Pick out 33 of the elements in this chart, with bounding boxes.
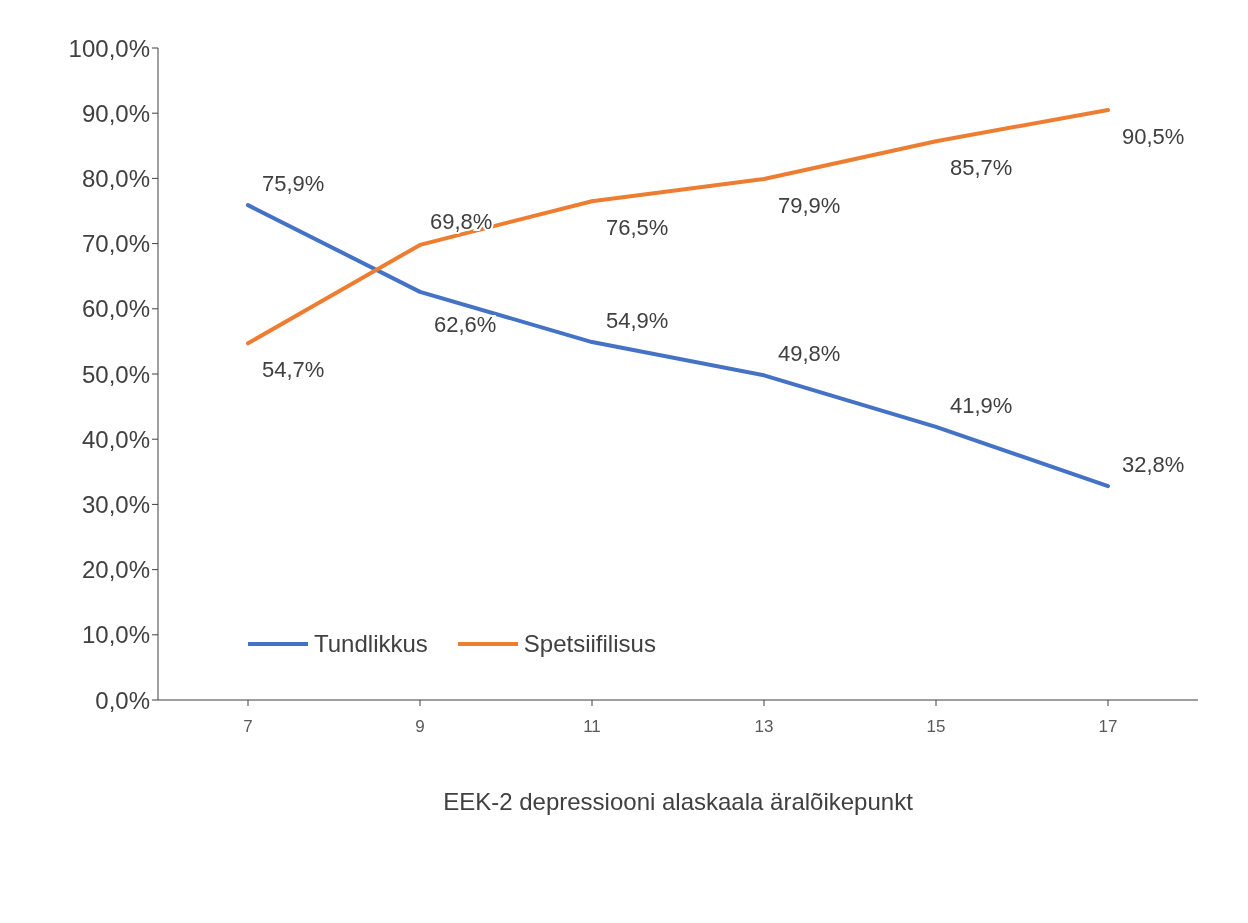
- y-tick-label: 30,0%: [81, 490, 150, 518]
- y-tick-label: 70,0%: [81, 230, 150, 258]
- x-tick-label: 17: [1098, 717, 1118, 737]
- data-label: 49,8%: [778, 341, 841, 367]
- x-tick-label: 11: [583, 717, 601, 737]
- data-label: 90,5%: [1122, 123, 1185, 149]
- line-series: [246, 107, 1110, 346]
- data-label: 79,9%: [778, 193, 841, 219]
- data-label: 54,9%: [606, 308, 669, 334]
- y-tick-label: 50,0%: [81, 360, 150, 388]
- data-label: 76,5%: [606, 215, 669, 241]
- y-tick-label: 0,0%: [95, 686, 150, 714]
- data-label: 75,9%: [262, 171, 325, 197]
- y-tick-label: 20,0%: [81, 556, 150, 584]
- x-tick-label: 15: [926, 717, 946, 737]
- y-tick-label: 60,0%: [81, 295, 150, 323]
- data-label: 54,7%: [262, 357, 325, 383]
- y-tick-label: 10,0%: [81, 621, 150, 649]
- x-tick-label: 9: [415, 717, 425, 737]
- y-tick-label: 90,0%: [81, 99, 150, 127]
- data-label: 85,7%: [950, 155, 1013, 181]
- data-label: 62,6%: [434, 311, 497, 337]
- x-axis-title: EEK-2 depressiooni alaskaala äralõikepunkt: [443, 788, 914, 815]
- data-label: 32,8%: [1122, 452, 1185, 478]
- legend-label: Spetsiifilisus: [523, 630, 656, 658]
- y-tick-label: 80,0%: [81, 164, 150, 192]
- x-tick-label: 7: [243, 717, 253, 737]
- legend-label: Tundlikkus: [314, 630, 428, 658]
- x-tick-label: 13: [754, 717, 774, 737]
- y-tick-label: 40,0%: [81, 425, 150, 453]
- data-label: 41,9%: [950, 392, 1013, 418]
- y-tick-label: 100,0%: [68, 34, 150, 62]
- data-label: 69,8%: [430, 208, 493, 234]
